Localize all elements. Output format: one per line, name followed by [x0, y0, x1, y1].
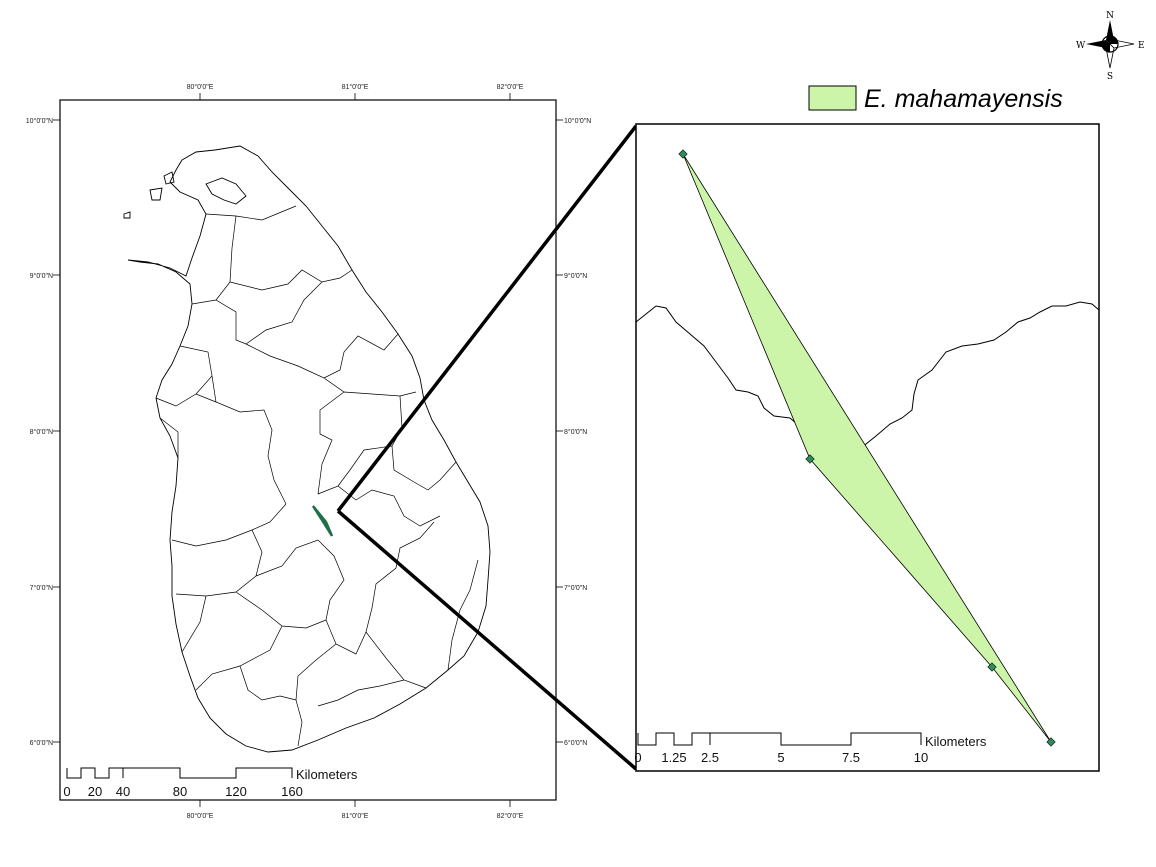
- lat-tick-right-9: 9°0'0"N: [564, 272, 587, 280]
- main-scale-label-0: 0: [63, 784, 70, 799]
- compass-quadrant: [1110, 36, 1118, 44]
- lat-tick-right-7: 7°0'0"N: [564, 584, 587, 592]
- lon-tick-bottom-80: 80°0'0"E: [187, 812, 214, 820]
- lon-tick-bottom-82: 82°0'0"E: [497, 812, 524, 820]
- island-fragment: [149, 187, 163, 201]
- zoom-connector-bottom: [336, 509, 638, 771]
- zoom-connector-top: [336, 124, 638, 513]
- main-map-locality: [311, 505, 334, 537]
- main-scale-label-160: 160: [281, 784, 303, 799]
- jaffna-lagoon: [205, 177, 247, 205]
- locality-point: [1046, 737, 1056, 747]
- lat-tick-left-8: 8°0'0"N: [30, 428, 53, 436]
- main-scale-unit: Kilometers: [296, 767, 358, 782]
- compass-e-label: E: [1138, 41, 1145, 51]
- lon-tick-top-80: 80°0'0"E: [187, 83, 214, 91]
- island-fragment: [163, 171, 175, 185]
- lat-tick-left-6: 6°0'0"N: [30, 739, 53, 747]
- inset-scale-bar: [637, 732, 922, 746]
- main-map-frame: [59, 99, 557, 801]
- main-scale-label-120: 120: [225, 784, 247, 799]
- lat-tick-left-9: 9°0'0"N: [30, 272, 53, 280]
- compass-s-label: S: [1107, 72, 1113, 82]
- main-map-range-polygon: [311, 505, 334, 537]
- lat-tick-right-8: 8°0'0"N: [564, 428, 587, 436]
- locality-point: [805, 454, 815, 464]
- main-scale-label-80: 80: [173, 784, 187, 799]
- locality-point: [987, 662, 997, 672]
- compass-quadrant: [1102, 44, 1110, 52]
- legend-swatch: [808, 85, 857, 111]
- island-outline: [127, 145, 491, 753]
- inset-scale-label-5: 5: [777, 750, 784, 765]
- inset-scale-label-1-25: 1.25: [661, 750, 686, 765]
- main-scale-label-20: 20: [88, 784, 102, 799]
- inset-scale-unit: Kilometers: [925, 734, 987, 749]
- locality-point: [678, 149, 688, 159]
- lat-tick-left-7: 7°0'0"N: [30, 584, 53, 592]
- lat-tick-left-10: 10°0'0"N: [26, 117, 53, 125]
- lon-tick-top-81: 81°0'0"E: [342, 83, 369, 91]
- inset-scale-label-7-5: 7.5: [842, 750, 860, 765]
- inset-scale-label-2-5: 2.5: [701, 750, 719, 765]
- inset-scale-label-10: 10: [914, 750, 928, 765]
- inset-boundary-line: [635, 301, 1100, 459]
- main-scale-bar: [66, 767, 293, 779]
- legend-label: E. mahamayensis: [864, 85, 1063, 113]
- inset-map-frame: [635, 123, 1100, 772]
- lat-tick-right-6: 6°0'0"N: [564, 739, 587, 747]
- compass-icon: N S E W: [1076, 11, 1145, 82]
- main-scale-segments: [66, 767, 293, 779]
- main-scale-label-40: 40: [116, 784, 130, 799]
- lat-tick-right-10: 10°0'0"N: [564, 117, 591, 125]
- lon-tick-bottom-81: 81°0'0"E: [342, 812, 369, 820]
- compass-w-label: W: [1076, 41, 1086, 51]
- inset-scale-segments: [637, 732, 922, 746]
- district-boundaries: [155, 205, 479, 747]
- lon-tick-top-82: 82°0'0"E: [497, 83, 524, 91]
- island-fragment: [123, 211, 131, 219]
- compass-n-label: N: [1106, 11, 1114, 21]
- sri-lanka-map: [123, 145, 491, 753]
- inset-scale-label-0: 0: [634, 750, 641, 765]
